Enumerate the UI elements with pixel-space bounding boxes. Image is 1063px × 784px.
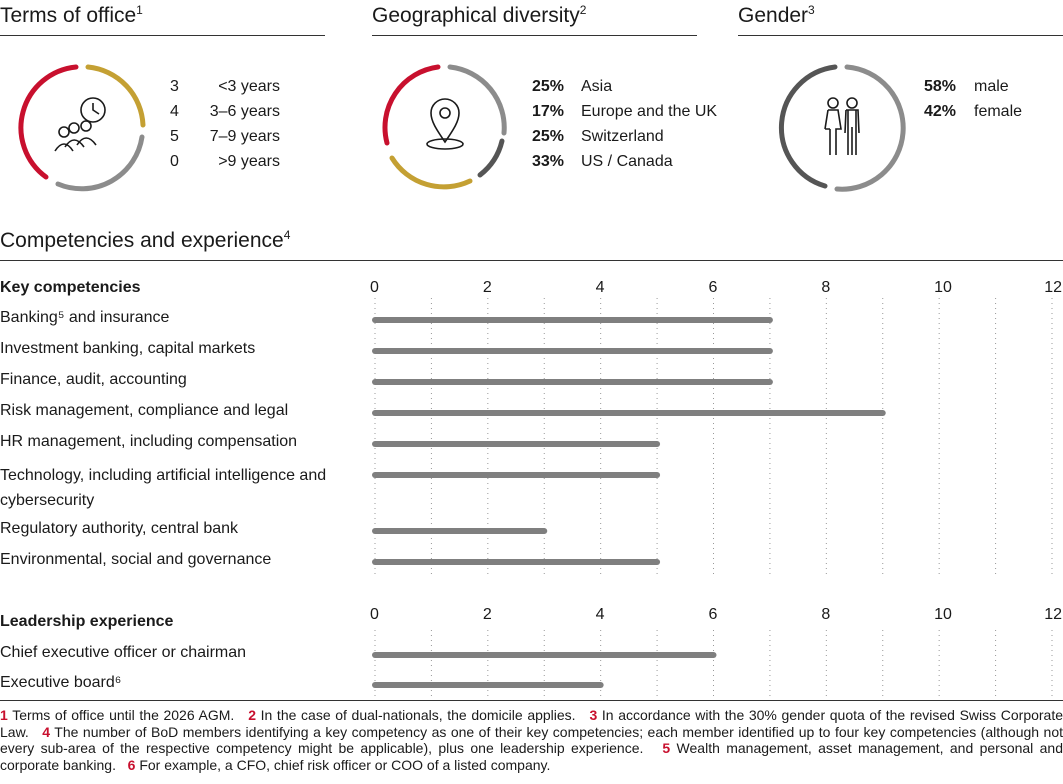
geo-donut	[382, 64, 507, 190]
terms-arc-7to9	[55, 134, 145, 192]
footnotes: 1 Terms of office until the 2026 AGM. 2 …	[0, 707, 1063, 773]
geo-arc-us-canada	[389, 155, 473, 190]
geo-arc-asia	[382, 64, 441, 146]
axis-tick-label: 12	[1044, 279, 1062, 296]
gender-rule	[738, 35, 1063, 36]
gender-row: 42% female	[923, 103, 1023, 120]
category-label: Regulatory authority, central bank	[0, 520, 239, 537]
geo-row: 17% Europe and the UK	[531, 103, 718, 120]
geo-arc-switzerland	[477, 138, 505, 178]
geo-rule	[372, 35, 697, 36]
geo-title: Geographical diversity2	[372, 3, 587, 27]
terms-row: 3 <3 years	[170, 78, 280, 95]
terms-arc-under3	[18, 64, 79, 180]
gender-legend: 58% male 42% female	[922, 78, 1022, 128]
gender-title: Gender3	[738, 3, 815, 27]
category-label: Investment banking, capital markets	[0, 340, 256, 357]
axis-tick-label: 6	[708, 606, 718, 623]
axis-tick-label: 4	[595, 279, 605, 296]
terms-arc-3to6	[85, 64, 146, 128]
geo-row: 25% Asia	[531, 78, 613, 95]
geo-row: 33% US / Canada	[531, 153, 673, 170]
terms-title: Terms of office1	[0, 3, 143, 27]
category-label: Executive board⁶	[0, 674, 122, 691]
category-label: HR management, including compensation	[0, 433, 298, 450]
axis-tick-label: 10	[934, 606, 952, 623]
key-competencies-chart	[372, 298, 1053, 576]
terms-donut	[18, 64, 146, 192]
terms-row: 4 3–6 years	[170, 103, 280, 120]
category-label: Technology, including artificial intelli…	[0, 467, 327, 509]
leadership-heading: Leadership experience	[0, 613, 174, 630]
gender-row: 58% male	[923, 78, 1009, 95]
competencies-rule	[0, 260, 1063, 261]
category-label: Finance, audit, accounting	[0, 371, 187, 388]
axis-tick-label: 8	[821, 606, 831, 623]
terms-row: 5 7–9 years	[170, 128, 280, 145]
axis-tick-label: 0	[370, 606, 379, 623]
terms-legend: 3 <3 years 4 3–6 years 5 7–9 years 0 >9 year…	[170, 78, 280, 178]
axis-tick-label: 10	[934, 279, 952, 296]
axis-tick-label: 4	[595, 606, 605, 623]
location-pin-icon	[426, 98, 464, 150]
people-clock-icon	[54, 97, 106, 152]
axis-tick-label: 6	[708, 279, 718, 296]
geo-row: 25% Switzerland	[531, 128, 664, 145]
geo-arc-europe	[447, 64, 507, 136]
category-label: Chief executive officer or chairman	[0, 644, 247, 661]
axis-tick-label: 2	[482, 606, 492, 623]
category-label: Risk management, compliance and legal	[0, 402, 289, 419]
category-label: Environmental, social and governance	[0, 551, 272, 568]
axis-tick-label: 8	[821, 279, 831, 296]
key-competencies-heading: Key competencies	[0, 279, 141, 296]
gender-arc-male	[778, 64, 838, 189]
category-label: Banking⁵ and insurance	[0, 309, 170, 326]
gender-donut	[778, 64, 906, 192]
terms-rule	[0, 35, 325, 36]
geo-legend: 25% Asia 17% Europe and the UK 25% Switzerl…	[530, 78, 717, 178]
competencies-title: Competencies and experience4	[0, 228, 291, 252]
axis-tick-label: 12	[1044, 606, 1062, 623]
axis-tick-label: 2	[482, 279, 492, 296]
footnotes-rule	[0, 700, 1063, 701]
gender-arc-female	[834, 64, 906, 192]
terms-row: 0 >9 years	[170, 153, 280, 170]
leadership-chart	[372, 630, 1053, 698]
man-woman-icon	[824, 97, 860, 155]
axis-tick-label: 0	[370, 279, 379, 296]
